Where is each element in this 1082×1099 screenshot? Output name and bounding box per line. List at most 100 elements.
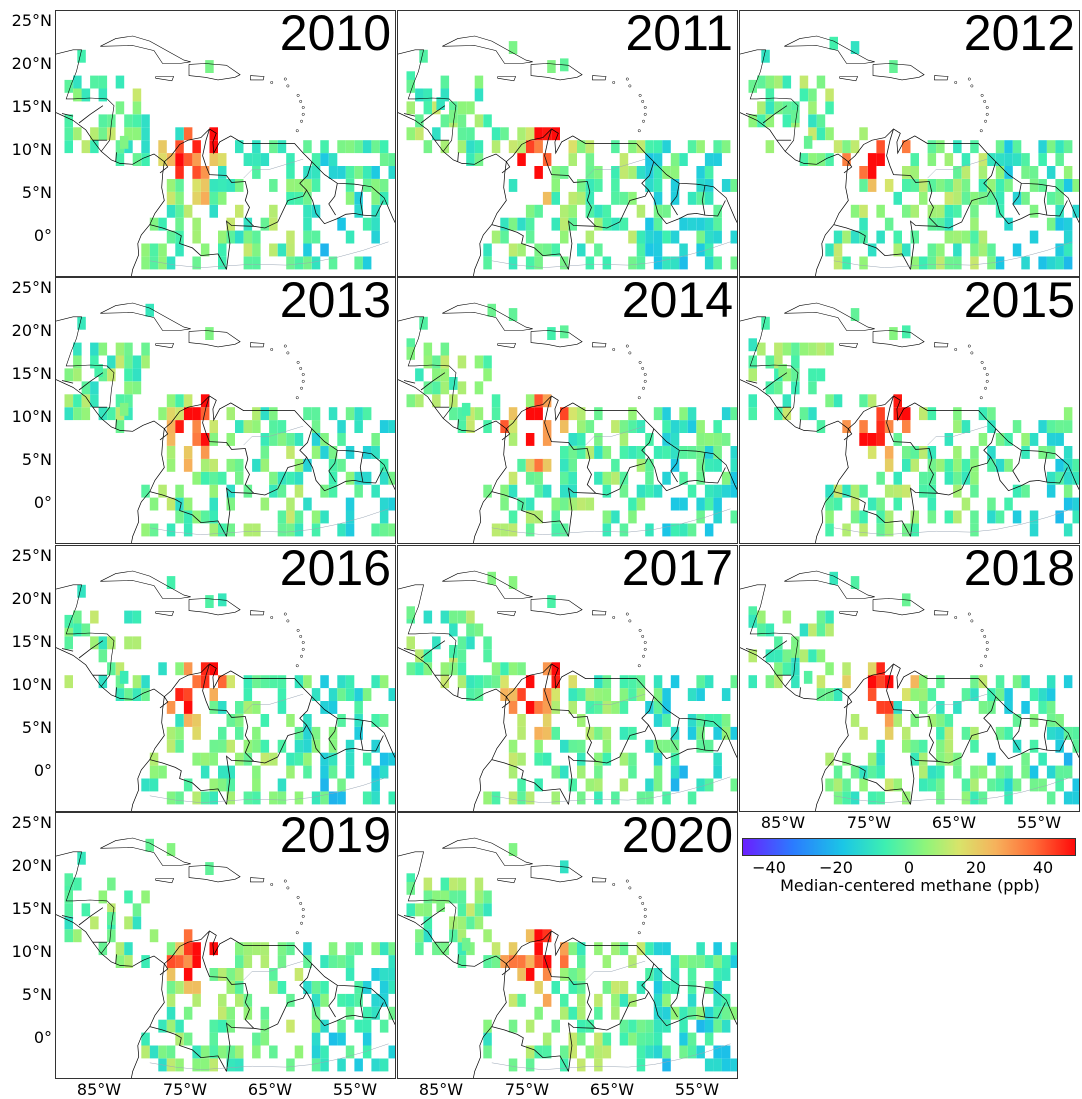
lon-tick-label: 55°W: [674, 1080, 720, 1099]
methane-cell: [944, 153, 954, 166]
methane-cell: [183, 778, 193, 792]
methane-cell: [551, 688, 560, 701]
methane-cell: [508, 701, 518, 714]
methane-cell: [500, 675, 509, 689]
methane-cell: [704, 1019, 714, 1033]
methane-cell: [995, 166, 1005, 179]
methane-cell: [704, 166, 714, 179]
methane-cell: [243, 243, 253, 257]
methane-cell: [944, 739, 954, 753]
methane-cell: [132, 381, 142, 395]
methane-cell: [294, 191, 304, 205]
island-outline: [967, 77, 971, 81]
methane-cell: [560, 471, 569, 485]
methane-cell: [594, 217, 603, 231]
methane-cell: [687, 523, 697, 537]
methane-cell: [833, 484, 843, 498]
methane-cell: [1029, 739, 1039, 753]
methane-cell: [500, 955, 509, 968]
methane-cell: [260, 1032, 270, 1046]
methane-cell: [166, 446, 176, 459]
methane-cell: [534, 458, 543, 472]
methane-cell: [73, 394, 82, 408]
methane-cell: [679, 420, 688, 433]
methane-cell: [833, 243, 843, 257]
map-outline: [403, 380, 416, 384]
methane-cell: [1055, 433, 1064, 446]
methane-cell: [491, 791, 501, 805]
methane-cell: [876, 675, 885, 689]
methane-cell: [303, 217, 312, 231]
methane-cell: [243, 688, 253, 701]
methane-cell: [713, 433, 722, 446]
methane-cell: [115, 153, 125, 166]
methane-cell: [636, 484, 646, 498]
map-outline: [491, 241, 731, 268]
methane-cell: [260, 1019, 270, 1033]
methane-cell: [379, 981, 389, 994]
map-outline: [886, 395, 939, 494]
methane-cell: [362, 752, 372, 766]
methane-cell: [466, 636, 475, 650]
methane-cell: [166, 420, 176, 433]
map-svg: [56, 35, 395, 276]
methane-cell: [508, 791, 518, 805]
methane-cell: [166, 1006, 176, 1020]
methane-cell: [175, 739, 184, 753]
methane-cell: [64, 873, 73, 887]
methane-cell: [919, 446, 928, 459]
methane-cell: [449, 610, 458, 624]
methane-cell: [277, 433, 287, 446]
methane-cell: [466, 127, 475, 141]
methane-cell: [243, 955, 253, 968]
map-outline: [934, 75, 949, 81]
methane-cell: [124, 610, 133, 624]
map-outline: [149, 224, 227, 270]
methane-cell: [107, 127, 116, 141]
methane-cell: [713, 153, 722, 166]
methane-cell: [542, 243, 552, 257]
methane-cell: [884, 458, 894, 472]
island-outline: [984, 119, 987, 123]
methane-cell: [252, 675, 261, 689]
methane-cell: [970, 688, 979, 701]
map-svg: [56, 302, 395, 543]
methane-cell: [534, 510, 543, 524]
methane-cell: [466, 623, 475, 637]
methane-cell: [320, 510, 329, 524]
methane-cell: [953, 510, 962, 524]
map-outline: [398, 584, 457, 687]
methane-cell: [388, 1045, 395, 1059]
methane-cell: [192, 420, 201, 433]
map-outline: [815, 161, 849, 276]
methane-cell: [902, 204, 911, 218]
year-label: 2012: [963, 10, 1075, 61]
methane-cell: [602, 688, 612, 701]
methane-cell: [602, 484, 612, 498]
methane-cell: [653, 446, 663, 459]
methane-cell: [987, 420, 996, 433]
methane-cell: [269, 179, 278, 192]
methane-cell: [585, 1045, 595, 1059]
methane-cell: [602, 446, 612, 459]
methane-cell: [328, 701, 338, 714]
methane-cell: [893, 230, 902, 244]
methane-cell: [585, 256, 595, 270]
map-outline: [403, 113, 416, 117]
methane-cell: [721, 179, 731, 192]
methane-cell: [577, 993, 586, 1007]
methane-cell: [81, 407, 91, 421]
methane-cell: [619, 688, 629, 701]
methane-cell: [696, 166, 705, 179]
methane-cell: [525, 458, 535, 472]
methane-cell: [303, 497, 312, 511]
methane-cell: [166, 1019, 176, 1033]
methane-cell: [645, 179, 654, 192]
methane-cell: [628, 688, 637, 701]
methane-cell: [525, 471, 535, 485]
methane-cell: [209, 179, 218, 192]
methane-cell: [508, 243, 518, 257]
methane-cell: [679, 1045, 688, 1059]
methane-cell: [757, 101, 766, 115]
methane-cell: [645, 166, 654, 179]
